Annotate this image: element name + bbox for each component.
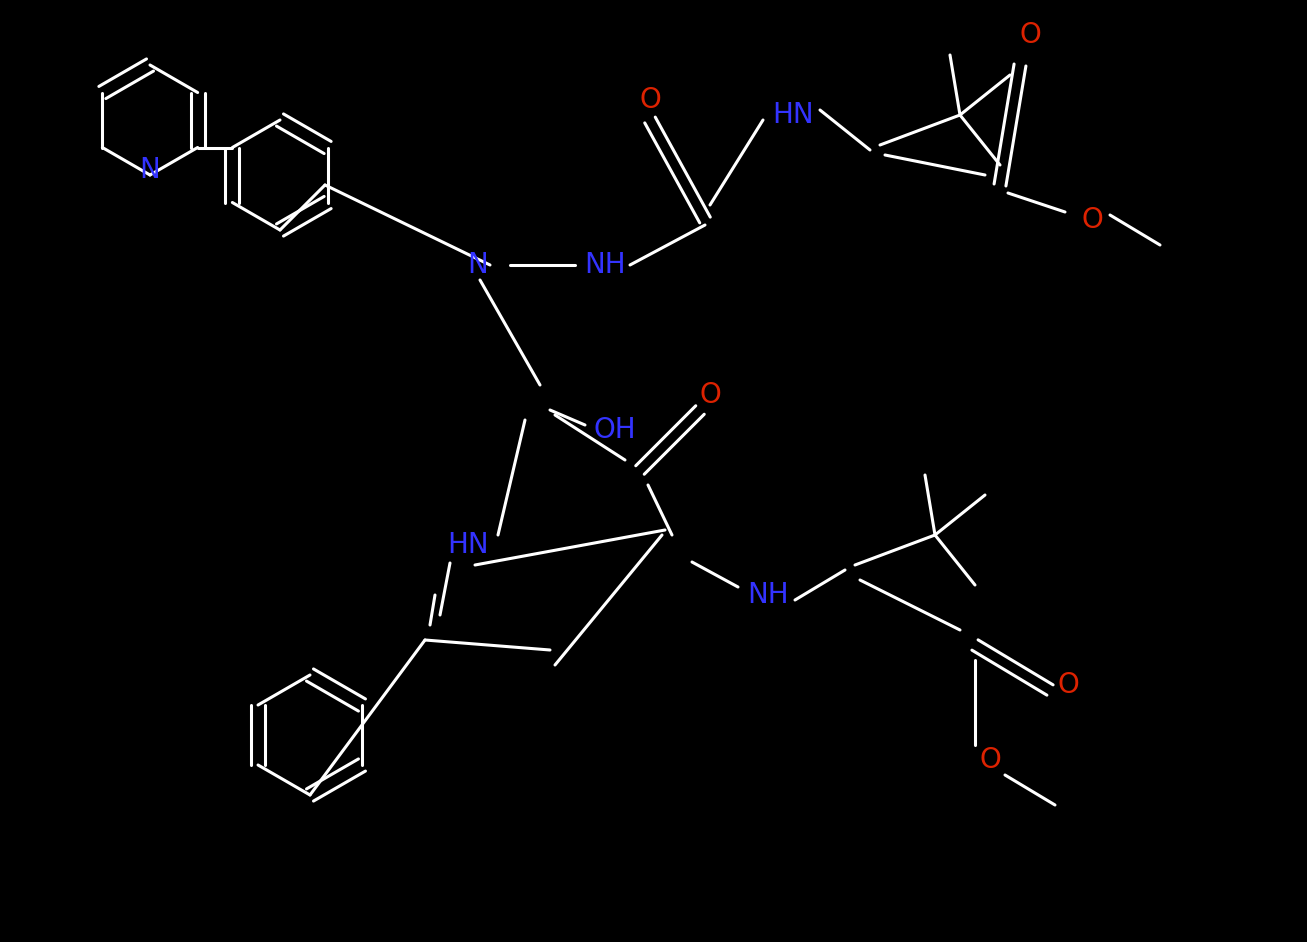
Text: O: O [639, 86, 661, 114]
Text: HN: HN [447, 531, 489, 559]
Text: NH: NH [584, 251, 626, 279]
Text: O: O [699, 381, 721, 409]
Text: O: O [1019, 21, 1040, 49]
Text: O: O [1057, 671, 1078, 699]
Text: O: O [979, 746, 1001, 774]
Text: OH: OH [593, 416, 637, 444]
Text: NH: NH [748, 581, 789, 609]
Text: HN: HN [772, 101, 814, 129]
Text: N: N [468, 251, 489, 279]
Text: O: O [1081, 206, 1103, 234]
Text: N: N [140, 156, 161, 184]
